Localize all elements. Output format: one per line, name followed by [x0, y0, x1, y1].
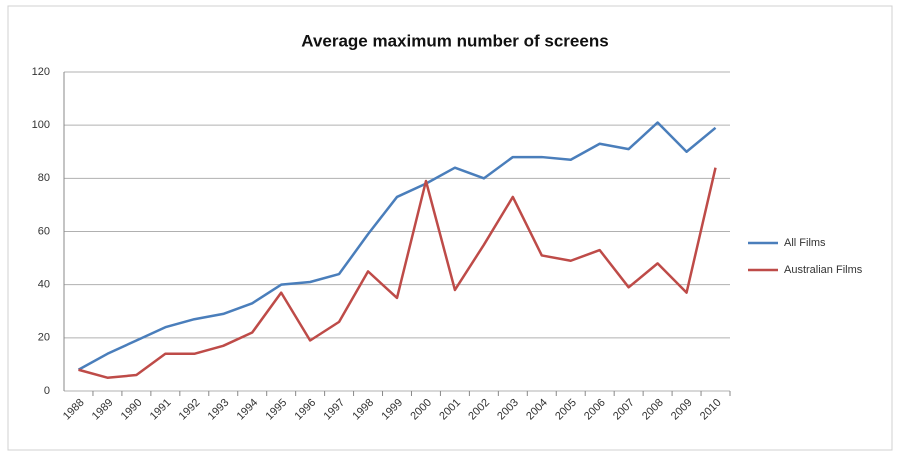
series-line — [77, 121, 717, 371]
chart-title: Average maximum number of screens — [301, 31, 608, 50]
y-tick-label: 100 — [32, 119, 50, 131]
legend-label: All Films — [784, 237, 826, 249]
y-tick-label: 80 — [38, 172, 50, 184]
legend-label: Australian Films — [784, 264, 863, 276]
y-tick-label: 20 — [38, 332, 50, 344]
chart-frame — [7, 5, 893, 451]
y-tick-label: 40 — [38, 279, 50, 291]
series-line — [78, 167, 717, 379]
y-tick-label: 60 — [38, 225, 50, 237]
y-tick-label: 0 — [44, 385, 50, 397]
y-tick-label: 120 — [32, 66, 50, 78]
